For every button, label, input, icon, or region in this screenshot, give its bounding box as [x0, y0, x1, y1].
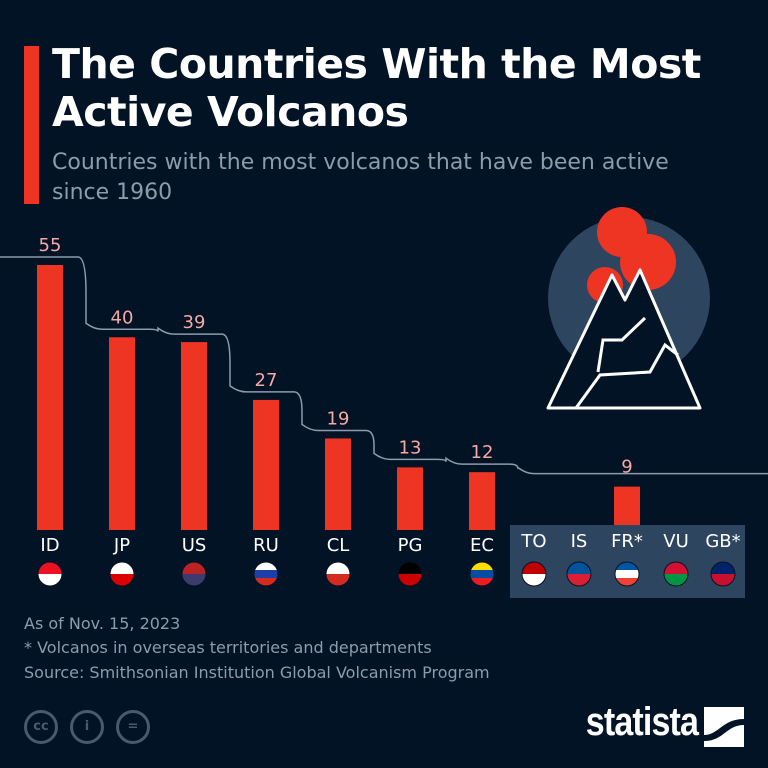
ecuador-flag-outline	[469, 561, 495, 587]
indonesia-flag-outline	[37, 561, 63, 587]
bar-PG	[397, 467, 423, 530]
chart-subtitle: Countries with the most volcanos that ha…	[52, 150, 669, 205]
france-flag-icon	[615, 570, 639, 579]
statista-logo-mark	[704, 707, 744, 747]
category-label-US: US	[182, 535, 207, 556]
no-derivatives-icon: =	[116, 710, 150, 744]
tonga-flag-outline	[521, 561, 547, 587]
source: Source: Smithsonian Institution Global V…	[24, 663, 490, 682]
papua-new-guinea-flag-icon	[398, 562, 422, 575]
tonga-flag-icon	[522, 562, 546, 575]
russia-flag-icon	[254, 562, 278, 571]
accent-bar	[24, 46, 39, 204]
bar-JP	[109, 337, 135, 530]
iceland-flag-icon	[567, 562, 591, 575]
chart-title: The Countries With the Most Active Volca…	[52, 40, 701, 136]
category-label-TO: TO	[520, 531, 546, 552]
tonga-flag-icon	[522, 574, 546, 586]
category-label-VU: VU	[663, 531, 689, 552]
france-flag-icon	[615, 562, 639, 571]
attribution-icon: i	[70, 710, 104, 744]
papua-new-guinea-flag-outline	[397, 561, 423, 587]
category-label-PG: PG	[398, 535, 423, 556]
category-label-CL: CL	[327, 535, 350, 556]
papua-new-guinea-flag-icon	[398, 574, 422, 586]
united-kingdom-flag-outline	[710, 561, 736, 587]
russia-flag-outline	[253, 561, 279, 587]
category-label-JP: JP	[113, 535, 130, 556]
value-label-CL: 19	[327, 408, 350, 429]
value-label-RU: 27	[255, 370, 278, 391]
france-flag-icon	[615, 578, 639, 586]
united-kingdom-flag-icon	[711, 574, 735, 586]
value-label-group: 9	[621, 457, 632, 478]
cc-icon: cc	[24, 710, 58, 744]
united-states-flag-outline	[181, 561, 207, 587]
category-label-RU: RU	[253, 535, 279, 556]
russia-flag-icon	[254, 570, 278, 579]
united-kingdom-flag-icon	[711, 562, 735, 575]
iceland-flag-outline	[566, 561, 592, 587]
chile-flag-outline	[325, 561, 351, 587]
vanuatu-flag-outline	[663, 561, 689, 587]
japan-flag-icon	[110, 574, 134, 586]
ecuador-flag-icon	[470, 570, 494, 579]
bar-US	[181, 342, 207, 530]
step-line	[0, 256, 768, 475]
category-label-FR: FR*	[611, 531, 643, 552]
bar-ID	[37, 265, 63, 530]
iceland-flag-icon	[567, 574, 591, 586]
statista-logo[interactable]: statista	[585, 700, 699, 744]
chile-flag-icon	[326, 562, 350, 575]
japan-flag-icon	[110, 562, 134, 575]
united-states-flag-icon	[182, 574, 206, 586]
russia-flag-icon	[254, 578, 278, 586]
bar-CL	[325, 438, 351, 530]
bar-EC	[469, 472, 495, 530]
japan-flag-outline	[109, 561, 135, 587]
category-label-EC: EC	[470, 535, 494, 556]
category-label-IS: IS	[571, 531, 588, 552]
value-label-JP: 40	[111, 307, 134, 328]
category-label-GB: GB*	[705, 531, 740, 552]
chile-flag-icon	[326, 574, 350, 586]
value-label-US: 39	[183, 312, 206, 333]
note-date: As of Nov. 15, 2023	[24, 614, 181, 633]
value-label-ID: 55	[39, 235, 62, 256]
ecuador-flag-icon	[470, 578, 494, 586]
indonesia-flag-icon	[38, 562, 62, 575]
bar-group	[614, 486, 640, 525]
united-states-flag-icon	[182, 562, 206, 575]
category-label-ID: ID	[40, 535, 59, 556]
bar-RU	[253, 399, 279, 530]
vanuatu-flag-icon	[664, 562, 688, 575]
france-flag-outline	[614, 561, 640, 587]
value-label-EC: 12	[471, 442, 494, 463]
note-asterisk: * Volcanos in overseas territories and d…	[24, 638, 432, 657]
indonesia-flag-icon	[38, 574, 62, 586]
ecuador-flag-icon	[470, 562, 494, 571]
vanuatu-flag-icon	[664, 574, 688, 586]
value-label-PG: 13	[399, 437, 422, 458]
volcano-illustration	[546, 207, 710, 410]
